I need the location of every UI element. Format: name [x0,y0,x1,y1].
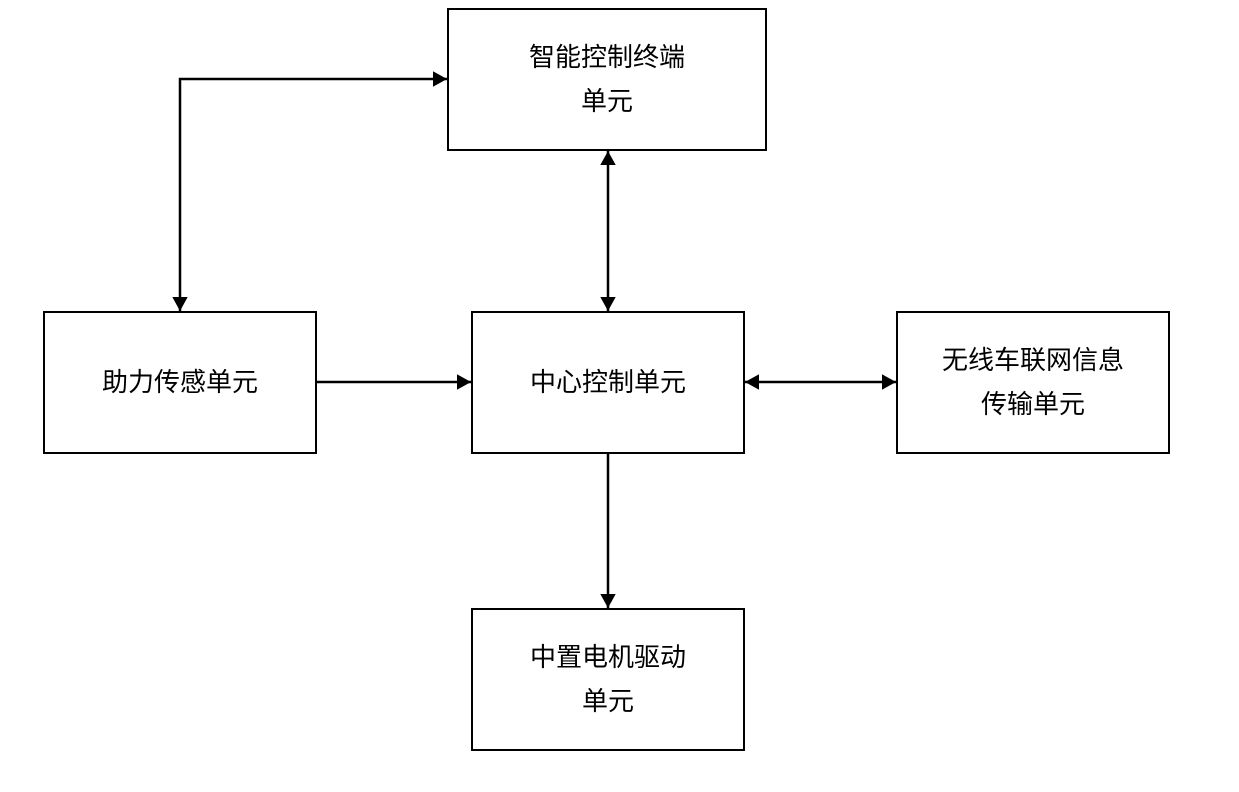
node-left-line-0: 助力传感单元 [102,361,258,405]
node-bottom-line-1: 单元 [582,680,634,724]
arrowhead [882,374,896,389]
node-bottom-line-0: 中置电机驱动 [530,636,686,680]
node-bottom: 中置电机驱动单元 [471,608,745,751]
node-right: 无线车联网信息传输单元 [896,311,1170,454]
node-top: 智能控制终端单元 [447,8,767,151]
edge-0 [180,79,447,311]
arrowhead [457,374,471,389]
node-right-line-1: 传输单元 [981,383,1085,427]
arrowhead [600,594,615,608]
arrowhead [600,151,615,165]
node-top-line-0: 智能控制终端 [529,36,685,80]
arrowhead [172,297,187,311]
node-left: 助力传感单元 [43,311,317,454]
arrowhead [745,374,759,389]
arrowhead [433,71,447,86]
node-top-line-1: 单元 [581,80,633,124]
node-right-line-0: 无线车联网信息 [942,339,1124,383]
node-center-line-0: 中心控制单元 [530,361,686,405]
arrowhead [600,297,615,311]
node-center: 中心控制单元 [471,311,745,454]
